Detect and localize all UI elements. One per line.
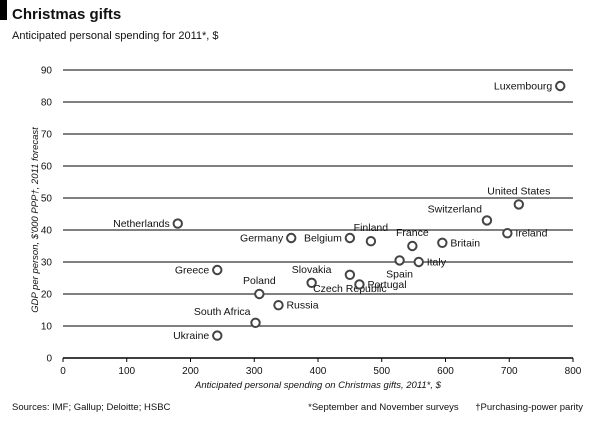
scatter-chart: 0 10 20 30 40 50 60 70 80 90 0 100 200 300 400 500 600 70…: [30, 66, 582, 392]
data-point: [407, 240, 418, 252]
x-tick-label: 200: [182, 366, 199, 377]
point-label: South Africa: [194, 306, 251, 318]
footnote-ppp: †Purchasing-power parity: [475, 402, 583, 413]
point-label: Britain: [450, 237, 480, 249]
point-label: Italy: [427, 257, 447, 269]
data-point: [413, 256, 424, 268]
x-tick-label: 300: [246, 366, 263, 377]
x-tick-label: 600: [437, 366, 454, 377]
y-tick-label: 30: [41, 258, 53, 269]
data-point: [254, 288, 265, 300]
data-point: [273, 300, 284, 311]
x-tick-label: 800: [565, 366, 582, 377]
y-tick-label: 40: [41, 226, 53, 237]
point-label: Ireland: [515, 228, 547, 240]
point-label: Netherlands: [113, 218, 170, 230]
data-point: [513, 199, 525, 210]
x-tick-label: 400: [310, 366, 327, 377]
data-point: [212, 330, 223, 341]
y-tick-label: 60: [41, 162, 53, 173]
data-point: [502, 228, 513, 239]
chart-subtitle: Anticipated personal spending for 2011*,…: [12, 30, 219, 42]
y-tick-label: 70: [41, 130, 53, 141]
point-label: Luxembourg: [494, 81, 553, 93]
x-tick-label: 700: [501, 366, 518, 377]
point-label: Ukraine: [173, 330, 209, 342]
x-tick-label: 100: [118, 366, 135, 377]
data-point: [354, 279, 365, 290]
point-label: Portugal: [367, 279, 406, 291]
data-point: [394, 255, 405, 266]
data-point: [555, 80, 566, 92]
data-point: [212, 264, 223, 276]
point-label: Greece: [175, 265, 210, 277]
data-point: [365, 236, 377, 247]
y-tick-label: 50: [41, 194, 53, 205]
point-label: Switzerland: [428, 203, 482, 215]
data-point: [481, 215, 493, 226]
corner-tab: [0, 0, 7, 20]
point-label: France: [396, 227, 429, 239]
point-label: Finland: [354, 222, 389, 234]
x-tick-label: 500: [373, 366, 390, 377]
data-point: [306, 277, 317, 288]
point-label: Russia: [286, 300, 318, 312]
y-tick-label: 20: [41, 290, 53, 301]
point-label: Czech Republic: [313, 283, 387, 295]
y-tick-label: 10: [41, 322, 53, 333]
data-point: [172, 218, 183, 229]
footnotes: *September and November surveys †Purchas…: [308, 402, 583, 413]
y-axis-title: GDP per person, $'000 PPP†, 2011 forecas…: [30, 127, 41, 313]
source-note: Sources: IMF; Gallup; Deloitte; HSBC: [12, 402, 171, 413]
chart-title: Christmas gifts: [12, 6, 122, 23]
point-label: Slovakia: [292, 264, 332, 276]
data-point: [437, 237, 448, 249]
y-tick-label: 0: [46, 354, 52, 365]
point-label: Spain: [386, 268, 413, 280]
data-point: [344, 269, 356, 280]
x-tick-label: 0: [60, 366, 66, 377]
y-tick-label: 80: [41, 98, 53, 109]
data-point: [250, 317, 261, 328]
data-point: [286, 232, 297, 244]
point-label: Poland: [243, 275, 276, 287]
point-label: Belgium: [304, 233, 342, 245]
x-axis-title: Anticipated personal spending on Christm…: [194, 380, 442, 391]
y-tick-label: 90: [41, 66, 53, 77]
point-label: Germany: [240, 233, 284, 245]
point-label: United States: [487, 185, 550, 197]
footnote-surveys: *September and November surveys: [308, 402, 459, 413]
data-point: [344, 232, 356, 244]
